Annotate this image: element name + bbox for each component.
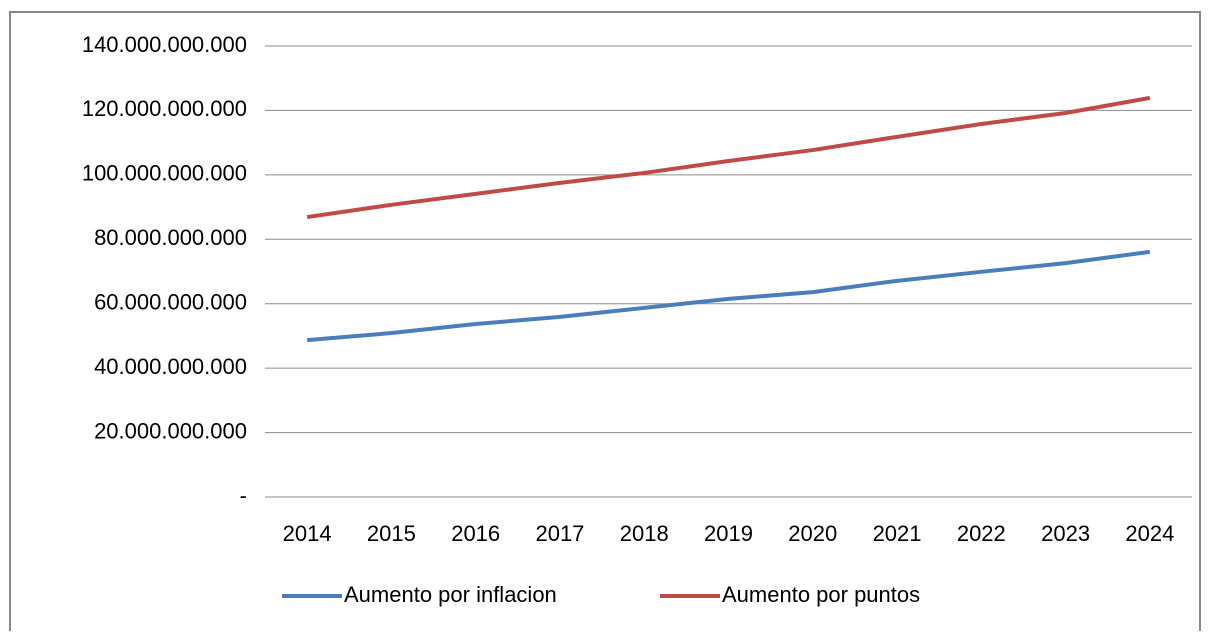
x-tick-label: 2016: [451, 521, 500, 546]
x-tick-label: 2024: [1125, 521, 1174, 546]
y-tick-label: 120.000.000.000: [82, 96, 247, 121]
x-tick-label: 2018: [620, 521, 669, 546]
x-tick-label: 2019: [704, 521, 753, 546]
x-tick-label: 2021: [873, 521, 922, 546]
x-tick-label: 2020: [788, 521, 837, 546]
x-tick-label: 2023: [1041, 521, 1090, 546]
x-tick-label: 2022: [957, 521, 1006, 546]
y-tick-label: 60.000.000.000: [94, 290, 247, 315]
x-tick-label: 2017: [535, 521, 584, 546]
y-tick-label: 40.000.000.000: [94, 354, 247, 379]
legend-label: Aumento por inflacion: [344, 582, 557, 607]
y-tick-label: 80.000.000.000: [94, 225, 247, 250]
series-line: [306, 249, 1151, 343]
series-line: [306, 95, 1151, 220]
y-tick-label: 20.000.000.000: [94, 418, 247, 443]
y-tick-label: -: [240, 483, 247, 508]
x-tick-label: 2014: [283, 521, 332, 546]
y-tick-label: 100.000.000.000: [82, 161, 247, 186]
chart-border: [9, 11, 1201, 631]
y-tick-label: 140.000.000.000: [82, 32, 247, 57]
x-tick-label: 2015: [367, 521, 416, 546]
legend-label: Aumento por puntos: [722, 582, 920, 607]
